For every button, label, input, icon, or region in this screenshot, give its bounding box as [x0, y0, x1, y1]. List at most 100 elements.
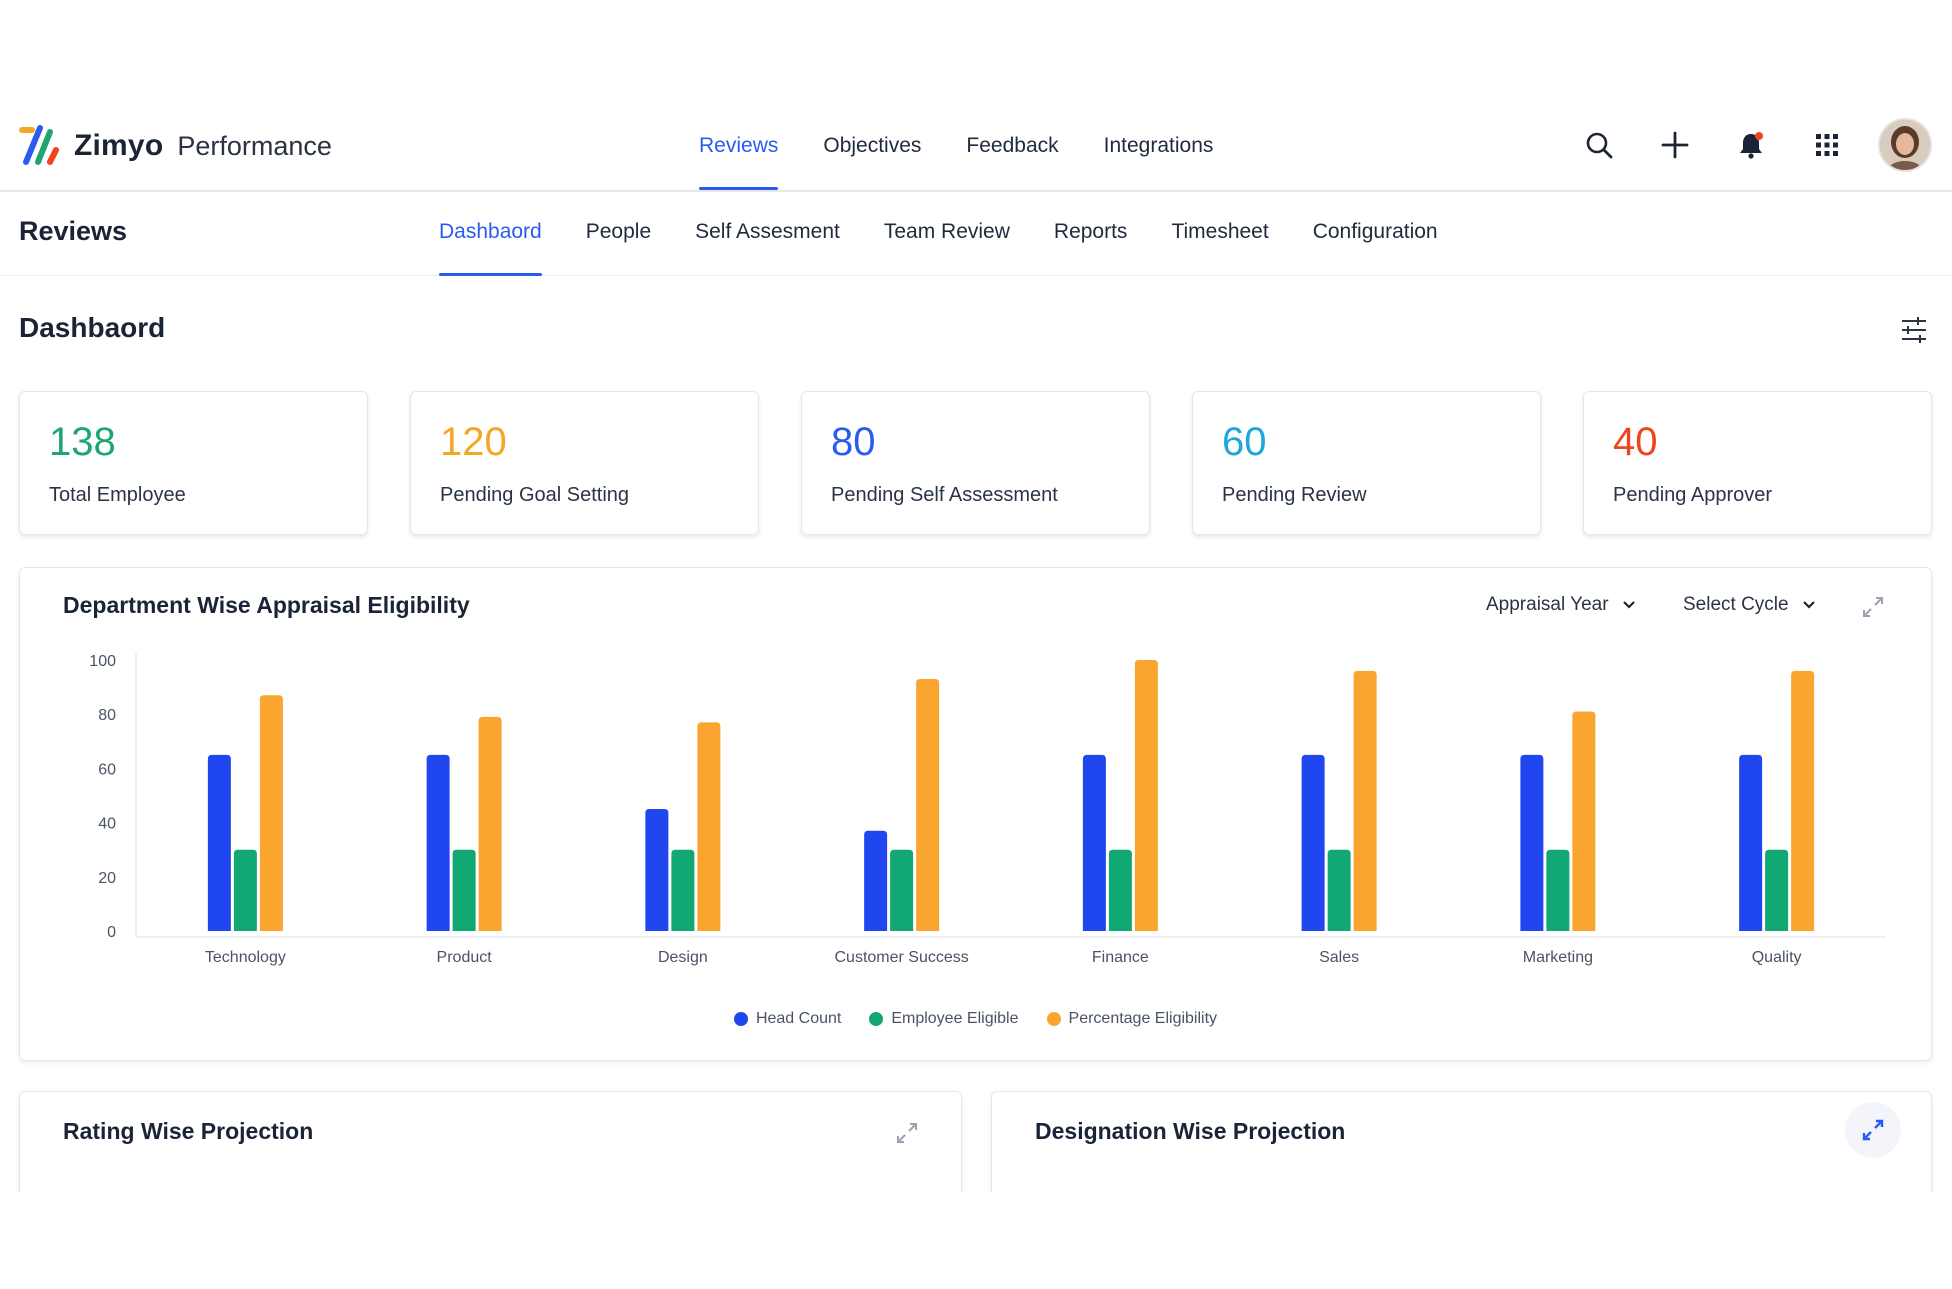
- bar-head-count[interactable]: [1082, 754, 1106, 931]
- bar-head-count[interactable]: [426, 754, 450, 931]
- section-title: Reviews: [19, 216, 128, 246]
- zimyo-logo-icon: [19, 125, 59, 165]
- tab-configuration[interactable]: Configuration: [1312, 220, 1438, 243]
- x-category-label: Product: [437, 949, 493, 966]
- tab-self-assessment[interactable]: Self Assesment: [695, 220, 840, 243]
- legend-swatch: [733, 1012, 748, 1026]
- bar-percentage-eligibility[interactable]: [1791, 670, 1815, 931]
- kpi-value: 80: [831, 420, 876, 464]
- legend-item-percentage-eligibility[interactable]: Percentage Eligibility: [1046, 1010, 1218, 1028]
- kpi-value: 120: [440, 420, 507, 464]
- top-header: Zimyo Performance Reviews Objectives Fee…: [0, 100, 1952, 192]
- x-category-label: Technology: [205, 949, 286, 966]
- bar-percentage-eligibility[interactable]: [478, 716, 502, 931]
- expand-icon: [1863, 597, 1883, 617]
- tab-people[interactable]: People: [585, 220, 652, 243]
- user-avatar[interactable]: [1878, 118, 1932, 172]
- y-tick-label: 40: [98, 816, 116, 833]
- select-cycle-dropdown[interactable]: Select Cycle: [1683, 594, 1817, 616]
- search-button[interactable]: [1570, 116, 1628, 174]
- bar-percentage-eligibility[interactable]: [916, 678, 940, 931]
- tab-dashboard[interactable]: Dashbaord: [439, 192, 542, 276]
- bar-employee-eligible[interactable]: [890, 849, 914, 931]
- x-category-label: Marketing: [1523, 949, 1593, 966]
- bar-percentage-eligibility[interactable]: [1572, 711, 1596, 931]
- legend-swatch: [869, 1012, 884, 1026]
- tab-team-review[interactable]: Team Review: [883, 220, 1010, 243]
- kpi-label: Pending Self Assessment: [831, 484, 1058, 506]
- bar-employee-eligible[interactable]: [1765, 849, 1789, 931]
- bar-employee-eligible[interactable]: [1327, 849, 1351, 931]
- expand-chart-button[interactable]: [1858, 592, 1888, 622]
- bar-employee-eligible[interactable]: [1546, 849, 1570, 931]
- product-name: Performance: [177, 130, 332, 161]
- bar-head-count[interactable]: [207, 754, 231, 931]
- add-button[interactable]: [1646, 116, 1704, 174]
- notifications-button[interactable]: [1722, 116, 1780, 174]
- kpi-label: Pending Approver: [1613, 484, 1773, 506]
- chart-legend: Head Count Employee Eligible Percentage …: [20, 1010, 1931, 1028]
- page-bottom-whitespace: [0, 1192, 1952, 1289]
- y-tick-label: 60: [98, 761, 116, 778]
- bar-employee-eligible[interactable]: [671, 849, 695, 931]
- bar-percentage-eligibility[interactable]: [1134, 660, 1158, 931]
- bar-percentage-eligibility[interactable]: [697, 722, 721, 931]
- bell-icon: [1740, 132, 1763, 159]
- bar-percentage-eligibility[interactable]: [1353, 670, 1377, 931]
- nav-integrations[interactable]: Integrations: [1103, 134, 1214, 157]
- main-nav: Reviews Objectives Feedback Integrations: [699, 100, 1258, 192]
- header-actions: [1552, 116, 1932, 174]
- y-tick-label: 100: [89, 653, 116, 670]
- page-title: Dashbaord: [19, 312, 166, 343]
- bar-employee-eligible[interactable]: [1108, 849, 1132, 931]
- kpi-value: 40: [1613, 420, 1658, 464]
- appraisal-year-dropdown[interactable]: Appraisal Year: [1486, 594, 1637, 616]
- expand-rating-button[interactable]: [892, 1118, 922, 1148]
- nav-reviews[interactable]: Reviews: [699, 100, 779, 192]
- nav-feedback[interactable]: Feedback: [966, 134, 1059, 157]
- nav-objectives[interactable]: Objectives: [823, 134, 922, 157]
- sub-nav: Dashbaord People Self Assesment Team Rev…: [439, 192, 1482, 276]
- bar-head-count[interactable]: [1520, 754, 1544, 931]
- bar-head-count[interactable]: [1739, 754, 1763, 931]
- chart-title: Department Wise Appraisal Eligibility: [63, 592, 470, 618]
- plus-icon: [1661, 131, 1689, 159]
- bar-head-count[interactable]: [1301, 754, 1325, 931]
- kpi-card-total-employee[interactable]: 138 Total Employee: [19, 391, 368, 535]
- expand-icon: [897, 1123, 917, 1143]
- brand-logo[interactable]: Zimyo Performance: [18, 124, 332, 168]
- bar-head-count[interactable]: [864, 830, 888, 931]
- expand-designation-button[interactable]: [1845, 1102, 1901, 1158]
- filter-button[interactable]: [1896, 312, 1932, 348]
- tab-timesheet[interactable]: Timesheet: [1171, 220, 1269, 243]
- x-category-label: Design: [658, 949, 708, 966]
- chevron-down-icon: [1622, 601, 1635, 609]
- kpi-label: Pending Review: [1222, 484, 1367, 506]
- legend-item-employee-eligible[interactable]: Employee Eligible: [869, 1010, 1019, 1028]
- kpi-row: 138 Total Employee 120 Pending Goal Sett…: [19, 391, 1932, 537]
- legend-item-head-count[interactable]: Head Count: [733, 1010, 841, 1028]
- brand-name: Zimyo: [74, 129, 164, 162]
- kpi-card-pending-review[interactable]: 60 Pending Review: [1192, 391, 1541, 535]
- kpi-card-pending-approver[interactable]: 40 Pending Approver: [1583, 391, 1932, 535]
- kpi-card-pending-goal-setting[interactable]: 120 Pending Goal Setting: [410, 391, 759, 535]
- chevron-down-icon: [1802, 601, 1815, 609]
- dropdown-label: Appraisal Year: [1486, 594, 1609, 615]
- panel-title: Rating Wise Projection: [63, 1118, 314, 1144]
- kpi-card-pending-self-assessment[interactable]: 80 Pending Self Assessment: [801, 391, 1150, 535]
- bar-employee-eligible[interactable]: [233, 849, 257, 931]
- sub-header: Reviews Dashbaord People Self Assesment …: [0, 192, 1952, 276]
- panel-title: Designation Wise Projection: [1035, 1118, 1346, 1144]
- y-tick-label: 20: [98, 870, 116, 887]
- kpi-label: Pending Goal Setting: [440, 484, 630, 506]
- kpi-value: 138: [49, 420, 116, 464]
- bar-head-count[interactable]: [645, 809, 669, 931]
- bar-employee-eligible[interactable]: [452, 849, 476, 931]
- legend-label: Percentage Eligibility: [1068, 1010, 1218, 1027]
- apps-button[interactable]: [1798, 116, 1856, 174]
- bar-percentage-eligibility[interactable]: [259, 695, 283, 931]
- user-photo-icon: [1880, 120, 1930, 170]
- tab-reports[interactable]: Reports: [1053, 220, 1128, 243]
- x-category-label: Finance: [1092, 949, 1149, 966]
